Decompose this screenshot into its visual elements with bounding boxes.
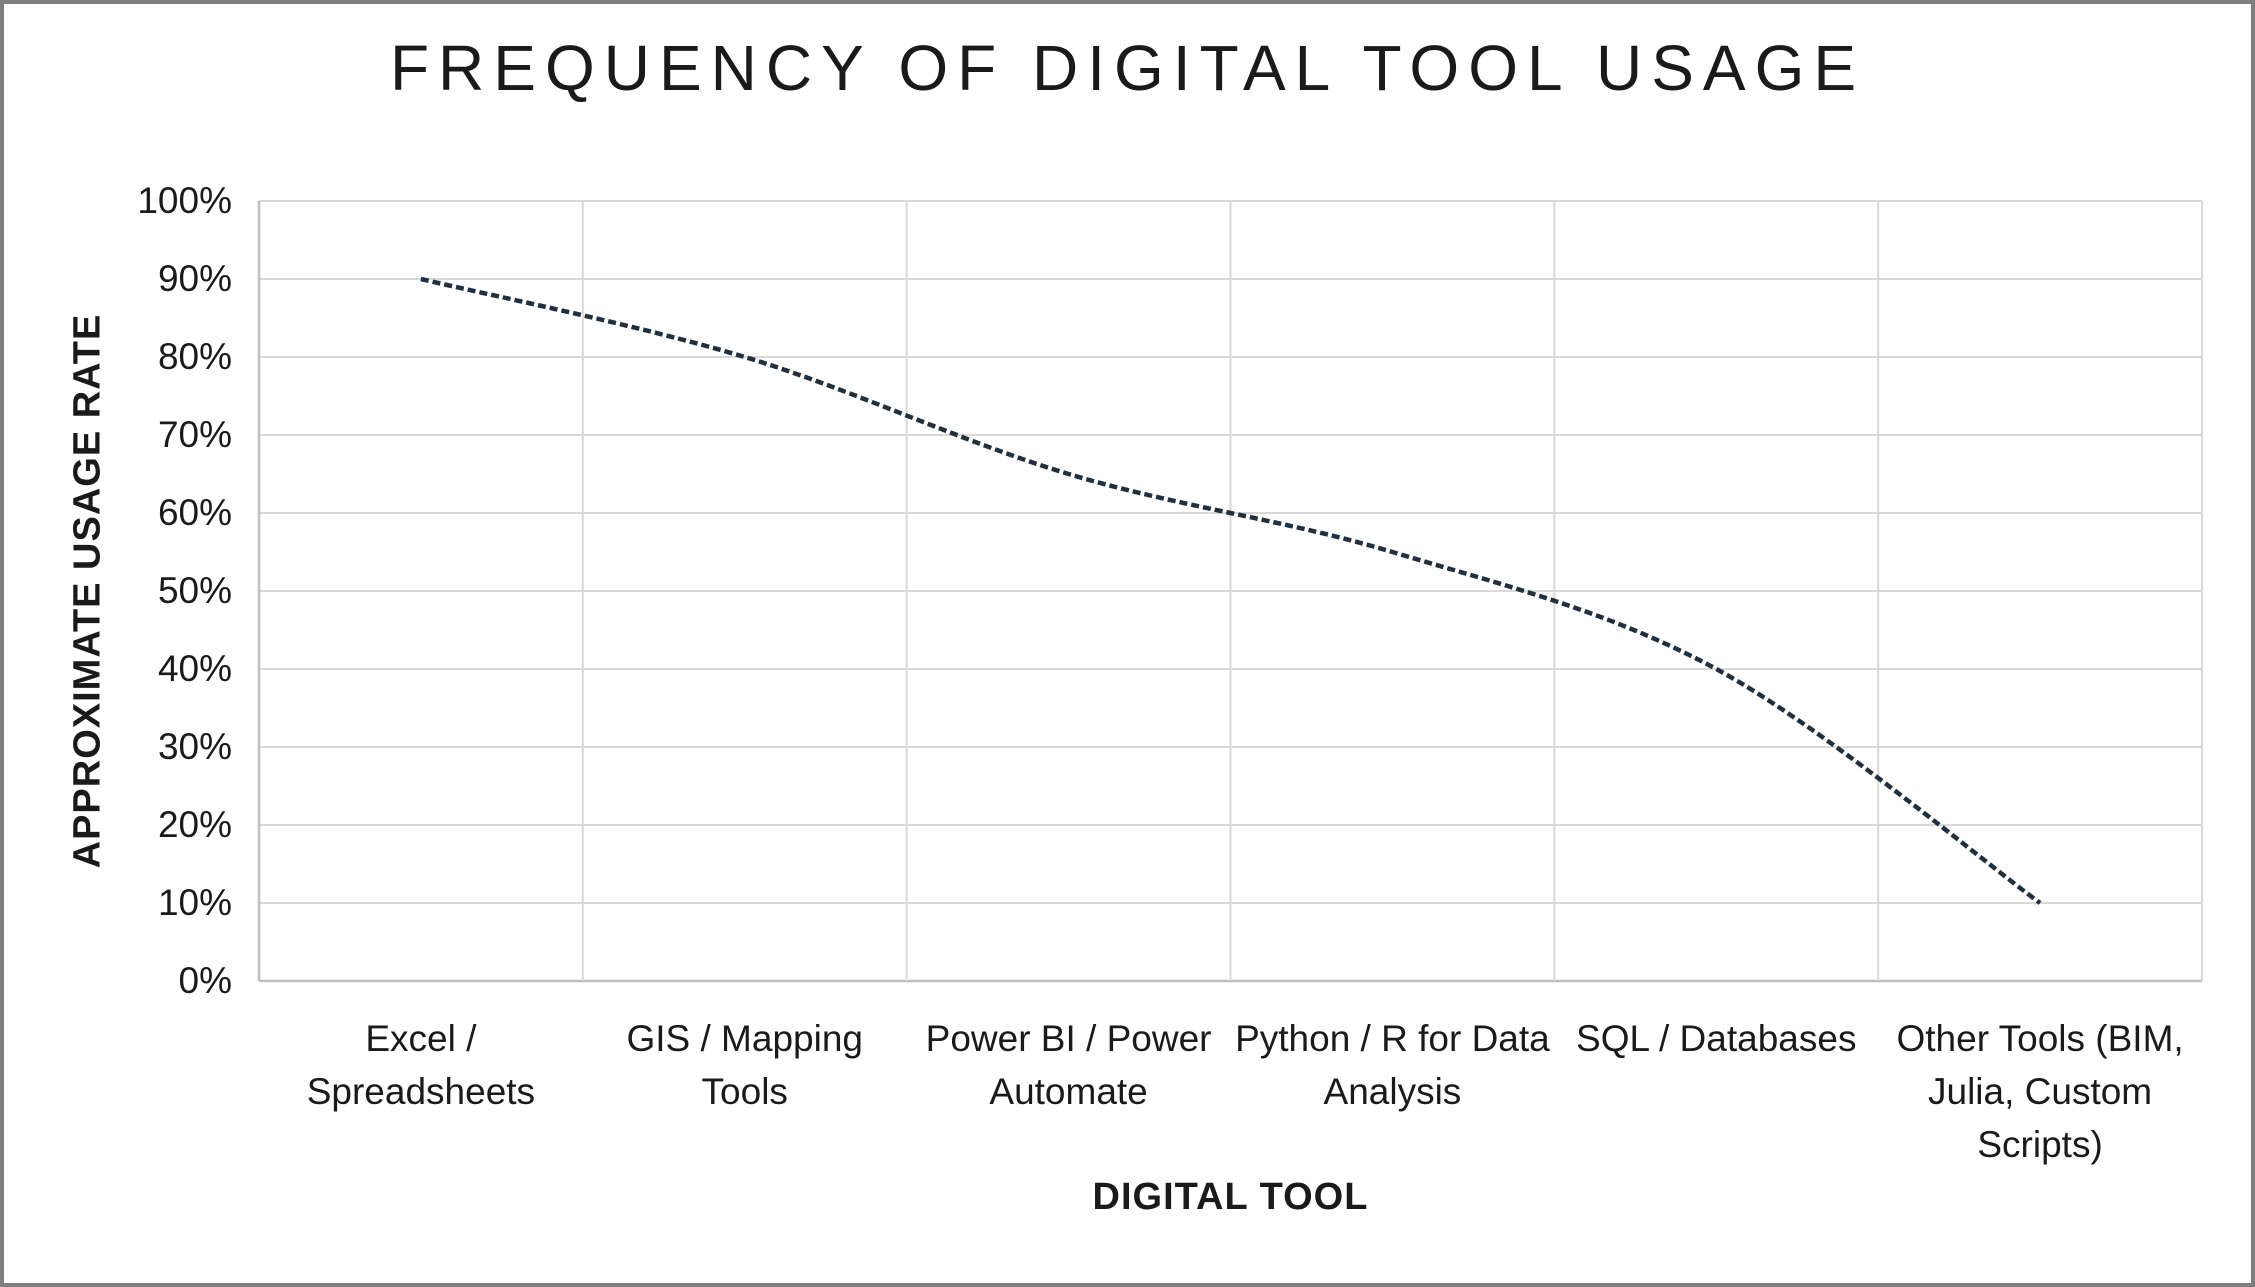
y-tick-label: 80% [157,336,232,377]
y-tick-label: 0% [178,960,232,1001]
x-tick-label: SQL / Databases [1526,1012,1906,1065]
y-tick-label: 50% [157,570,232,611]
x-axis-title: DIGITAL TOOL [1092,1176,1369,1218]
x-tick-label: Python / R for Data Analysis [1202,1012,1582,1118]
y-tick-label: 60% [157,492,232,533]
y-tick-label: 40% [157,648,232,689]
x-tick-label-line: Excel / [365,1018,477,1059]
x-tick-label-line: Other Tools (BIM, [1896,1018,2184,1059]
x-tick-label-line: Automate [989,1071,1148,1112]
x-tick-label: Other Tools (BIM, Julia, Custom Scripts) [1850,1012,2230,1171]
x-tick-label: Excel / Spreadsheets [231,1012,611,1118]
x-tick-label: Power BI / Power Automate [879,1012,1259,1118]
x-tick-label-line: Python / R for Data [1235,1018,1550,1059]
plot-area [257,200,2203,983]
x-tick-label-line: Julia, Custom [1928,1071,2153,1112]
x-tick-label-line: SQL / Databases [1576,1018,1857,1059]
y-tick-label: 10% [157,882,232,923]
x-tick-label-line: Scripts) [1977,1124,2103,1165]
y-tick-label: 30% [157,726,232,767]
y-tick-label: 100% [137,180,232,221]
x-tick-label-line: GIS / Mapping [626,1018,863,1059]
y-tick-label: 70% [157,414,232,455]
x-tick-label: GIS / Mapping Tools [555,1012,935,1118]
x-tick-label-line: Spreadsheets [306,1071,536,1112]
x-tick-label-line: Tools [701,1071,788,1112]
x-tick-label-line: Analysis [1323,1071,1462,1112]
chart-title: FREQUENCY OF DIGITAL TOOL USAGE [389,32,1866,104]
x-tick-label-line: Power BI / Power [925,1018,1212,1059]
y-tick-label: 90% [157,258,232,299]
y-tick-label: 20% [157,804,232,845]
usage-rate-line [420,276,2042,905]
